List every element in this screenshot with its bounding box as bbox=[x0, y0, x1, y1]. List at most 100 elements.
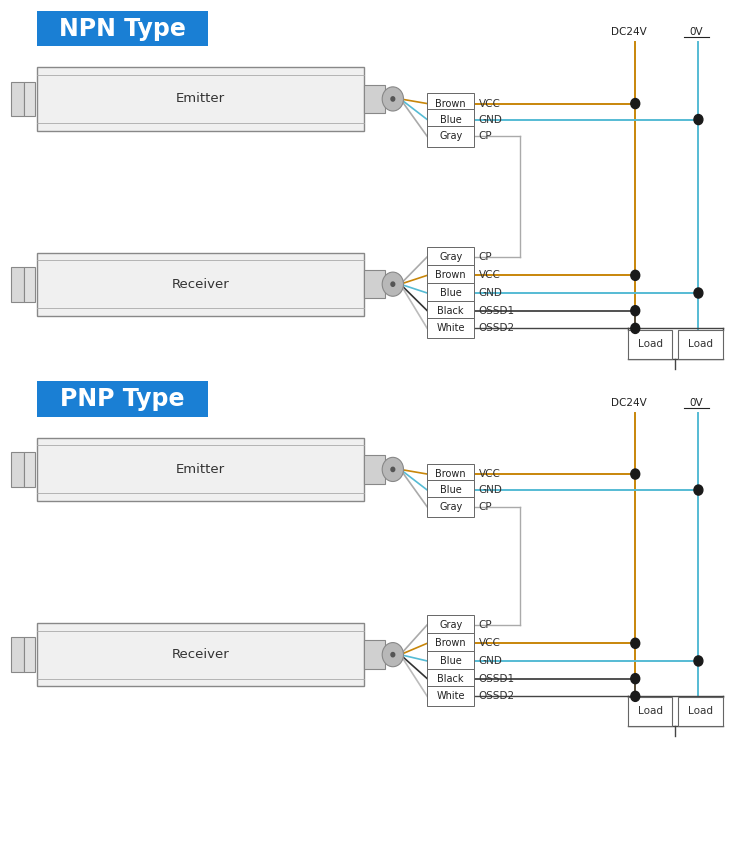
Bar bbox=[427, 669, 474, 689]
Text: Blue: Blue bbox=[440, 115, 461, 125]
Text: Brown: Brown bbox=[435, 270, 466, 280]
Bar bbox=[37, 11, 208, 46]
Bar bbox=[427, 615, 474, 635]
Text: Emitter: Emitter bbox=[176, 93, 225, 105]
Text: VCC: VCC bbox=[478, 469, 500, 479]
Circle shape bbox=[382, 272, 403, 296]
Text: GND: GND bbox=[478, 115, 502, 125]
Bar bbox=[24, 267, 34, 301]
Text: CP: CP bbox=[478, 502, 492, 512]
Text: 0V: 0V bbox=[690, 397, 703, 408]
Bar bbox=[427, 686, 474, 706]
Bar bbox=[427, 480, 474, 500]
Text: Load: Load bbox=[688, 706, 713, 717]
Text: NPN Type: NPN Type bbox=[59, 17, 186, 40]
Circle shape bbox=[391, 653, 395, 657]
Text: Blue: Blue bbox=[440, 485, 461, 495]
Circle shape bbox=[631, 469, 640, 479]
Text: Black: Black bbox=[438, 674, 464, 684]
Text: Load: Load bbox=[637, 706, 663, 717]
Circle shape bbox=[391, 282, 395, 286]
Circle shape bbox=[631, 99, 640, 109]
Circle shape bbox=[382, 457, 403, 482]
Text: Brown: Brown bbox=[435, 638, 466, 648]
Bar bbox=[24, 637, 34, 672]
Bar bbox=[37, 623, 364, 686]
Bar bbox=[24, 82, 34, 116]
Text: GND: GND bbox=[478, 485, 502, 495]
Circle shape bbox=[631, 638, 640, 648]
Text: GND: GND bbox=[478, 288, 502, 298]
Bar bbox=[427, 93, 474, 114]
Circle shape bbox=[382, 642, 403, 667]
Text: Gray: Gray bbox=[439, 502, 462, 512]
Circle shape bbox=[631, 691, 640, 701]
Text: 0V: 0V bbox=[690, 27, 703, 37]
Text: CP: CP bbox=[478, 131, 492, 141]
Bar bbox=[427, 301, 474, 321]
Text: Receiver: Receiver bbox=[172, 648, 230, 661]
Bar bbox=[37, 381, 208, 417]
Text: Black: Black bbox=[438, 306, 464, 316]
Bar bbox=[427, 633, 474, 653]
Circle shape bbox=[382, 87, 403, 111]
Text: CP: CP bbox=[478, 252, 492, 262]
Bar bbox=[678, 697, 723, 726]
Bar bbox=[427, 283, 474, 303]
Text: DC24V: DC24V bbox=[611, 27, 647, 37]
Circle shape bbox=[391, 97, 395, 101]
Circle shape bbox=[694, 115, 703, 125]
Bar bbox=[427, 126, 474, 147]
Text: Brown: Brown bbox=[435, 99, 466, 109]
Text: Gray: Gray bbox=[439, 252, 462, 262]
Bar bbox=[11, 267, 24, 301]
Bar bbox=[11, 452, 24, 487]
Circle shape bbox=[694, 485, 703, 495]
Text: OSSD2: OSSD2 bbox=[478, 323, 515, 333]
Bar bbox=[427, 497, 474, 517]
Text: Brown: Brown bbox=[435, 469, 466, 479]
Text: Blue: Blue bbox=[440, 656, 461, 666]
Bar bbox=[628, 330, 672, 359]
Bar bbox=[364, 270, 386, 298]
Bar bbox=[37, 67, 364, 131]
Text: VCC: VCC bbox=[478, 99, 500, 109]
Circle shape bbox=[694, 288, 703, 298]
Text: Emitter: Emitter bbox=[176, 463, 225, 476]
Text: VCC: VCC bbox=[478, 638, 500, 648]
Bar bbox=[427, 651, 474, 671]
Bar bbox=[24, 452, 34, 487]
Circle shape bbox=[631, 306, 640, 316]
Bar bbox=[427, 247, 474, 267]
Circle shape bbox=[631, 323, 640, 333]
Bar bbox=[11, 637, 24, 672]
Bar bbox=[364, 85, 386, 113]
Bar bbox=[427, 318, 474, 338]
Bar bbox=[427, 265, 474, 285]
Circle shape bbox=[694, 656, 703, 666]
Text: PNP Type: PNP Type bbox=[60, 387, 185, 411]
Text: White: White bbox=[436, 323, 465, 333]
Text: CP: CP bbox=[478, 620, 492, 630]
Text: OSSD1: OSSD1 bbox=[478, 306, 515, 316]
Circle shape bbox=[391, 467, 395, 472]
Text: VCC: VCC bbox=[478, 270, 500, 280]
Text: Blue: Blue bbox=[440, 288, 461, 298]
Text: Gray: Gray bbox=[439, 620, 462, 630]
Text: OSSD2: OSSD2 bbox=[478, 691, 515, 701]
Text: OSSD1: OSSD1 bbox=[478, 674, 515, 684]
Text: Load: Load bbox=[637, 339, 663, 349]
Bar bbox=[427, 109, 474, 130]
Text: GND: GND bbox=[478, 656, 502, 666]
Circle shape bbox=[631, 674, 640, 684]
Bar bbox=[364, 641, 386, 669]
Bar bbox=[628, 697, 672, 726]
Bar bbox=[11, 82, 24, 116]
Bar bbox=[364, 456, 386, 483]
Circle shape bbox=[631, 270, 640, 280]
Text: Receiver: Receiver bbox=[172, 278, 230, 290]
Bar bbox=[37, 253, 364, 316]
Text: White: White bbox=[436, 691, 465, 701]
Bar bbox=[427, 464, 474, 484]
Bar bbox=[678, 330, 723, 359]
